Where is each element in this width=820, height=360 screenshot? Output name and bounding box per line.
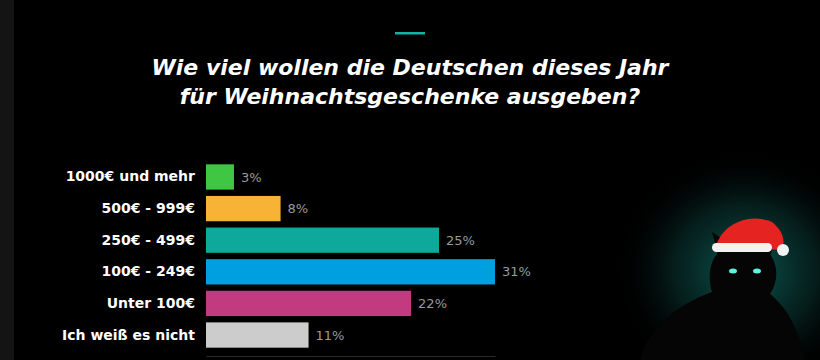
- x-axis-line: [207, 356, 496, 357]
- y-tick-label: 250€ - 499€: [102, 232, 196, 248]
- cat-eye: [753, 269, 761, 274]
- bar: [206, 291, 411, 316]
- data-labels: 3% 8% 25% 31% 22% 11%: [241, 170, 531, 343]
- glow: [615, 150, 820, 360]
- data-label: 8%: [288, 201, 309, 216]
- bar: [206, 164, 234, 189]
- y-tick: Unter 100€: [107, 295, 195, 311]
- y-tick-label: Ich weiß es nicht: [62, 327, 195, 343]
- cat-body: [640, 246, 805, 360]
- side-strip: [0, 0, 14, 360]
- y-tick-label: 100€ - 249€: [102, 263, 196, 279]
- y-tick: 250€ - 499€: [102, 232, 196, 248]
- data-label: 3%: [241, 170, 262, 185]
- bar: [206, 228, 439, 253]
- y-tick: Ich weiß es nicht: [62, 327, 195, 343]
- y-tick: 1000€ und mehr: [66, 168, 195, 184]
- y-tick: 100€ - 249€: [102, 263, 196, 279]
- data-label: 11%: [316, 328, 345, 343]
- bar: [206, 259, 495, 284]
- y-tick-label: 500€ - 999€: [102, 200, 196, 216]
- santa-hat-rim: [712, 243, 772, 252]
- data-label: 25%: [446, 233, 475, 248]
- title: Wie viel wollen die Deutschen dieses Jah…: [152, 55, 670, 109]
- y-tick-label: 1000€ und mehr: [66, 168, 195, 184]
- y-tick-label: Unter 100€: [107, 295, 195, 311]
- bar: [206, 322, 309, 347]
- title-line: für Weihnachtsgeschenke ausgeben?: [180, 84, 641, 109]
- chart: Wie viel wollen die Deutschen dieses Jah…: [0, 0, 820, 360]
- y-axis: 1000€ und mehr 500€ - 999€ 250€ - 499€ 100€…: [62, 168, 195, 342]
- data-label: 22%: [418, 296, 447, 311]
- title-line: Wie viel wollen die Deutschen dieses Jah…: [152, 55, 670, 80]
- y-tick: 500€ - 999€: [102, 200, 196, 216]
- bars: [206, 164, 495, 347]
- decoration: [615, 150, 820, 360]
- bar: [206, 196, 281, 221]
- title-accent: [395, 32, 425, 35]
- cat-eye: [729, 269, 737, 274]
- x-axis: [207, 356, 496, 357]
- data-label: 31%: [502, 264, 531, 279]
- santa-hat-pompom: [777, 244, 789, 256]
